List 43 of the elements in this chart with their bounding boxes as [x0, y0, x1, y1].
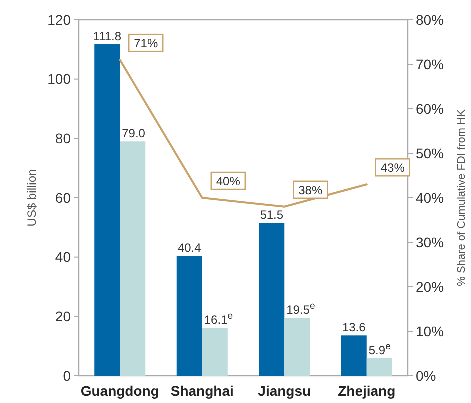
- y2-tick-label: 60%: [416, 100, 444, 117]
- x-tick-label: Zhejiang: [338, 383, 396, 399]
- data-label: 111.8: [93, 29, 122, 44]
- bar: [94, 44, 120, 376]
- data-label: 16.1$^{e}$: [204, 310, 234, 328]
- data-label: 79.0: [122, 126, 146, 141]
- y2-tick-label: 70%: [416, 56, 444, 72]
- y-tick-label: 120: [48, 12, 72, 28]
- bar: [284, 318, 310, 376]
- y-tick-label: 60: [55, 190, 72, 206]
- data-label: 5.9$^{e}$: [368, 340, 391, 358]
- data-label: 19.5$^{e}$: [286, 300, 316, 318]
- data-label: 43%: [380, 161, 406, 176]
- y2-tick-label: 50%: [416, 145, 444, 162]
- y-tick-label: 20: [55, 308, 72, 325]
- data-label: 13.6: [342, 320, 366, 335]
- bar: [202, 328, 228, 376]
- bar: [176, 256, 202, 376]
- x-tick-label: Jiangsu: [258, 383, 312, 399]
- y-tick-label: 80: [55, 130, 72, 147]
- y-tick-label: 40: [55, 249, 72, 266]
- y2-tick-label: 40%: [416, 190, 444, 206]
- y-tick-label: 100: [48, 71, 72, 88]
- y2-axis-title: % Share of Cumulative FDI from HK: [456, 109, 468, 286]
- bar: [366, 358, 392, 376]
- y2-tick-label: 0%: [416, 368, 436, 384]
- y2-tick-label: 20%: [416, 278, 444, 295]
- bar: [341, 336, 367, 376]
- y-tick-label: 0: [63, 368, 72, 384]
- bar: [120, 142, 146, 376]
- x-tick-label: Guangdong: [80, 383, 160, 399]
- y2-tick-label: 10%: [416, 323, 444, 340]
- y2-tick-label: 30%: [416, 234, 444, 250]
- y2-tick-label: 80%: [416, 12, 444, 28]
- data-label: 38%: [298, 183, 323, 198]
- bar: [259, 223, 285, 376]
- data-label: 51.5: [260, 208, 284, 222]
- data-label: 71%: [134, 36, 158, 51]
- line-series: [119, 59, 368, 208]
- data-label: 40.4: [178, 241, 202, 256]
- x-tick-label: Shanghai: [170, 383, 234, 399]
- y-axis-title: US$ billion: [25, 169, 39, 227]
- data-label: 40%: [216, 174, 241, 188]
